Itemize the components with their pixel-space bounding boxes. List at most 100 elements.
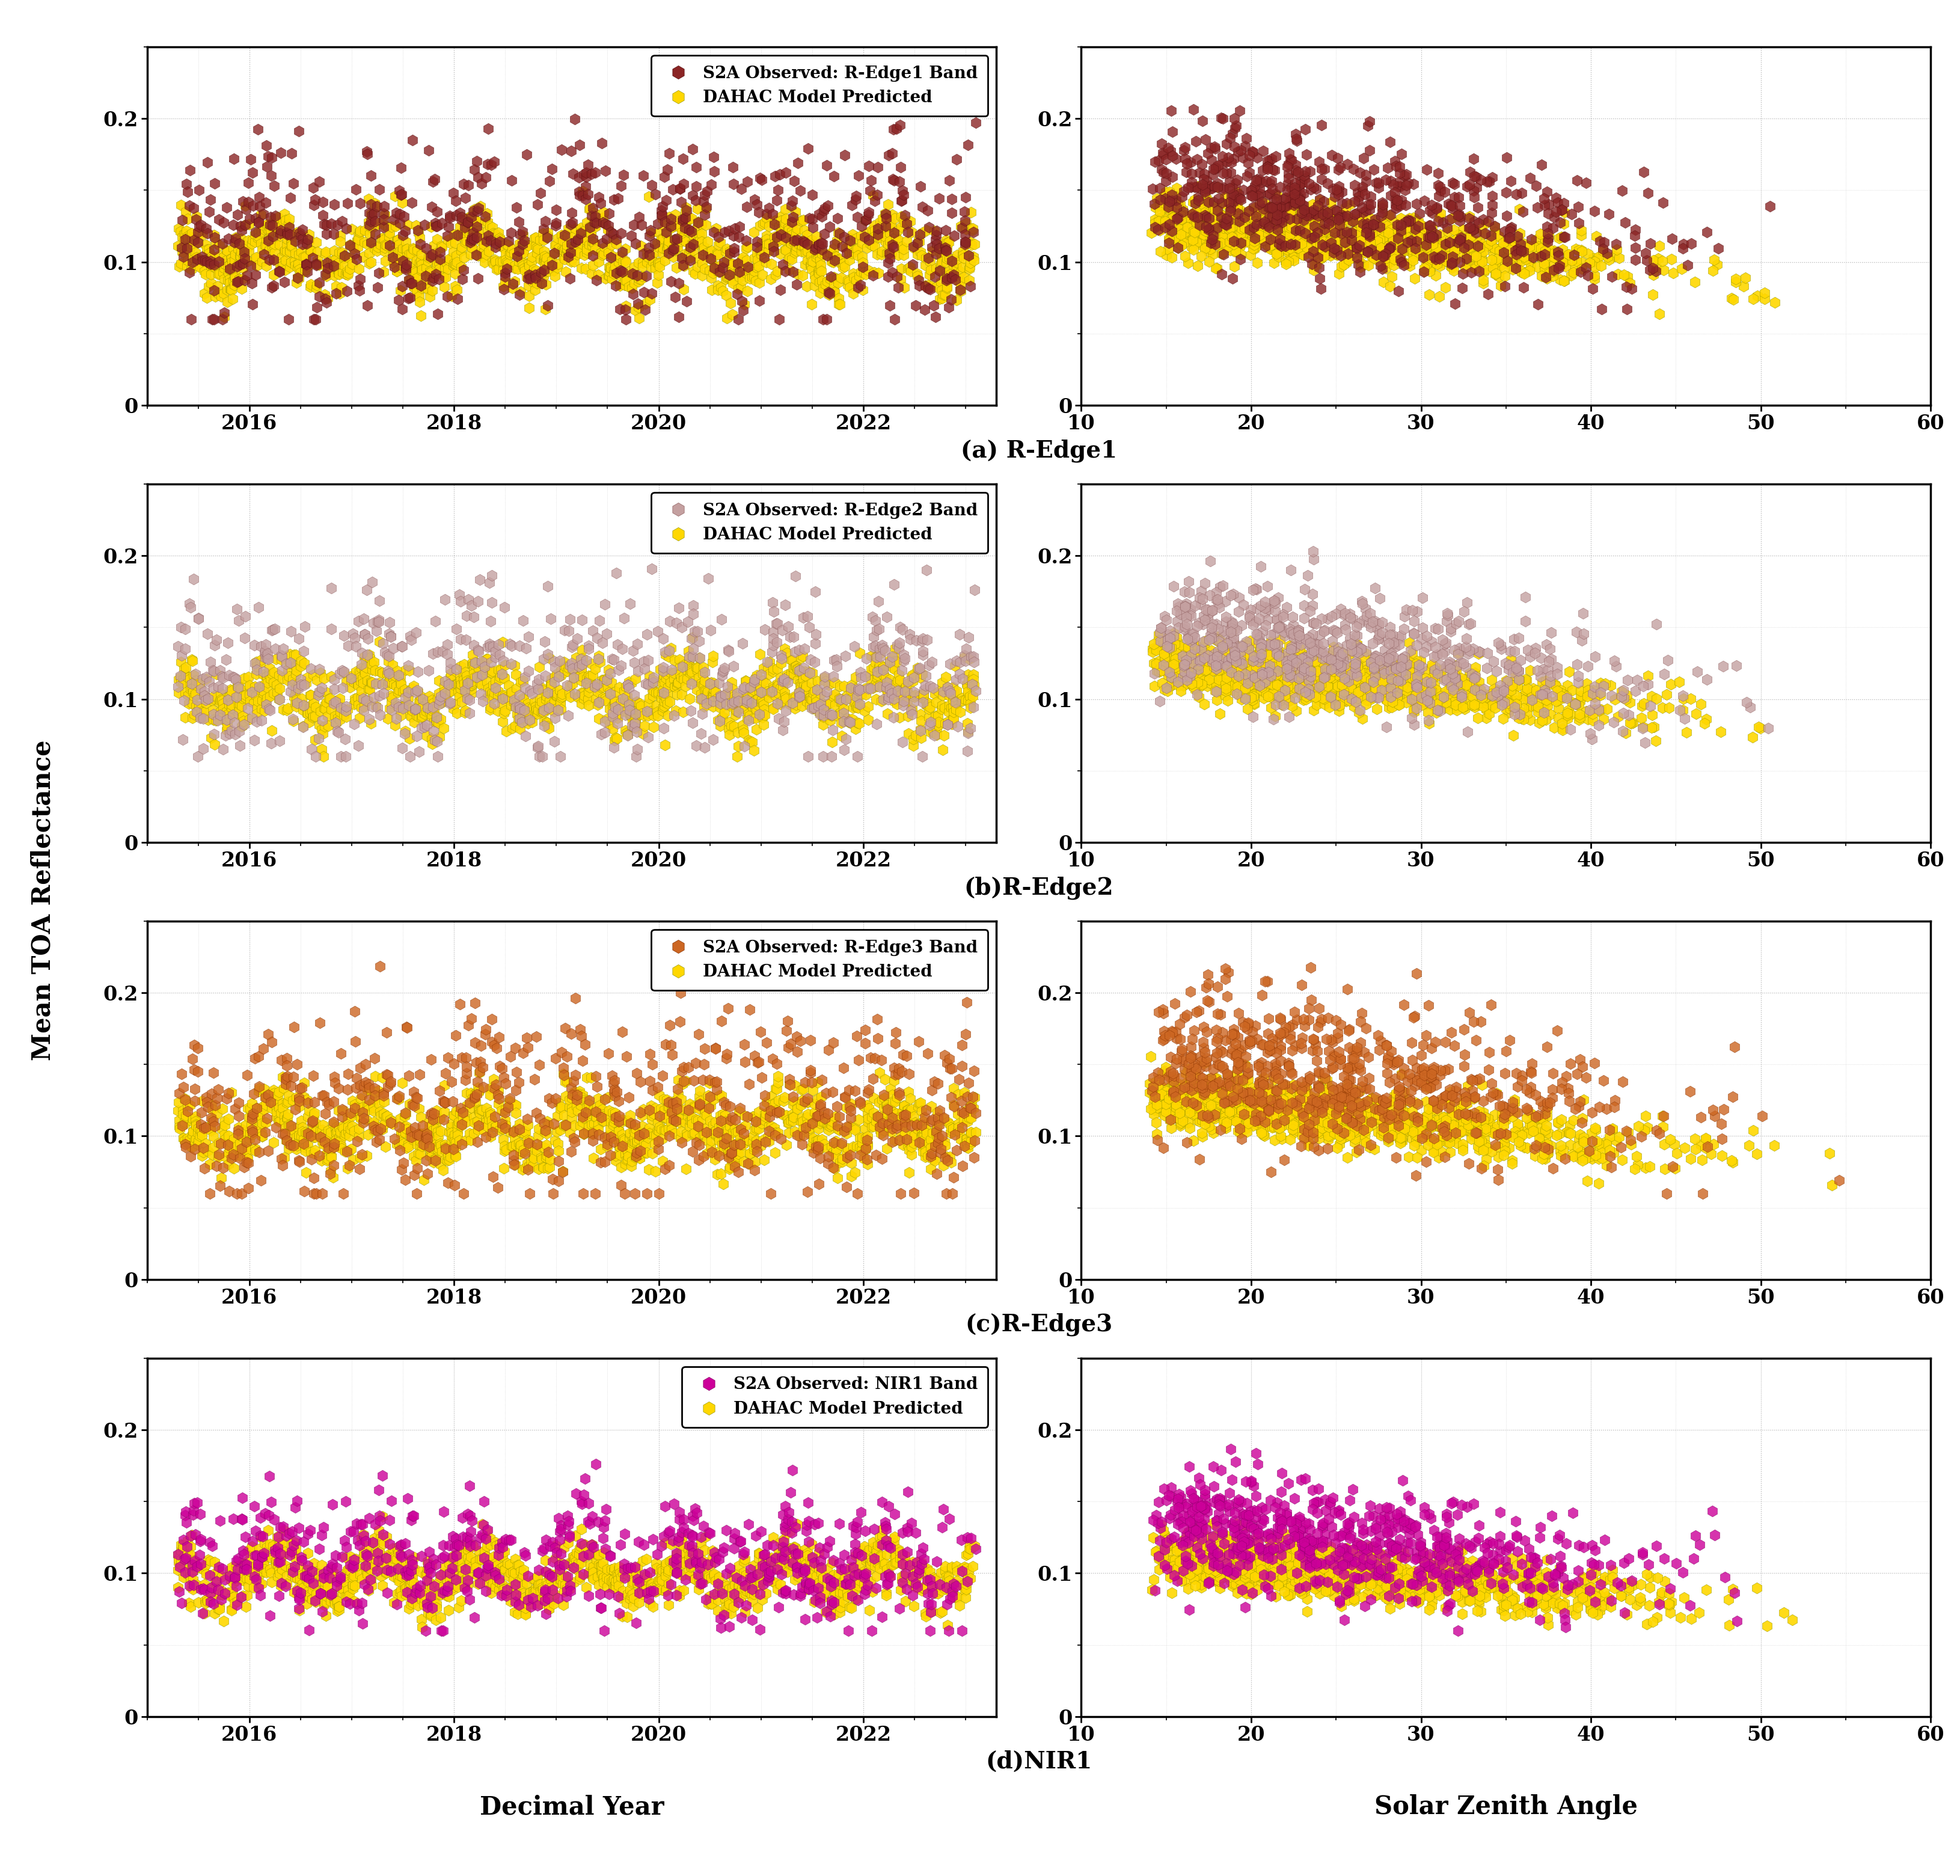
Point bbox=[698, 1084, 729, 1114]
Point bbox=[1327, 670, 1358, 700]
Point bbox=[953, 719, 984, 749]
Point bbox=[1211, 1086, 1243, 1116]
Point bbox=[486, 1533, 517, 1563]
Point bbox=[1241, 225, 1272, 255]
Point bbox=[1268, 649, 1299, 679]
Point bbox=[351, 1551, 382, 1581]
Point bbox=[1278, 218, 1309, 248]
Point bbox=[835, 1161, 866, 1191]
Point bbox=[180, 1124, 212, 1154]
Point bbox=[1388, 229, 1419, 259]
Point bbox=[1527, 1580, 1558, 1610]
Point bbox=[1329, 1103, 1360, 1133]
Point bbox=[1343, 608, 1374, 638]
Point bbox=[1366, 193, 1397, 223]
Point bbox=[1333, 1544, 1364, 1574]
Point bbox=[604, 1131, 635, 1161]
Point bbox=[858, 1097, 890, 1127]
Point bbox=[214, 255, 245, 285]
Point bbox=[649, 660, 680, 690]
Point bbox=[447, 1548, 478, 1578]
Point bbox=[608, 685, 639, 715]
Point bbox=[706, 604, 737, 634]
Point bbox=[1160, 195, 1192, 225]
Point bbox=[1323, 1544, 1354, 1574]
Point bbox=[1288, 658, 1319, 688]
Point bbox=[896, 1111, 927, 1141]
Point bbox=[925, 1135, 956, 1165]
Point bbox=[588, 203, 619, 233]
Point bbox=[766, 201, 798, 231]
Point bbox=[1472, 1133, 1503, 1163]
Point bbox=[478, 630, 510, 660]
Point bbox=[753, 1548, 784, 1578]
Point bbox=[1201, 1565, 1233, 1595]
Point bbox=[1231, 1077, 1262, 1107]
Point bbox=[1462, 1103, 1494, 1133]
Point bbox=[659, 1118, 690, 1148]
Point bbox=[829, 1082, 860, 1112]
Point bbox=[1170, 216, 1201, 246]
Point bbox=[1568, 619, 1599, 649]
Point bbox=[1184, 583, 1215, 613]
Point bbox=[762, 670, 794, 700]
Point bbox=[843, 261, 874, 291]
Point bbox=[841, 741, 872, 771]
Point bbox=[1151, 176, 1182, 206]
Point bbox=[488, 593, 519, 623]
Point bbox=[574, 231, 606, 261]
Point bbox=[1231, 628, 1262, 658]
Point bbox=[290, 1565, 321, 1595]
Point bbox=[1266, 223, 1298, 253]
Point bbox=[923, 1069, 955, 1099]
Point bbox=[1194, 987, 1225, 1017]
Point bbox=[749, 1565, 780, 1595]
Point bbox=[1264, 1112, 1296, 1142]
Point bbox=[1421, 1536, 1452, 1566]
Point bbox=[862, 1088, 894, 1118]
Point bbox=[876, 1550, 907, 1580]
Point bbox=[860, 1004, 892, 1034]
Point bbox=[762, 672, 794, 702]
Point bbox=[1162, 221, 1194, 251]
Point bbox=[907, 1572, 939, 1602]
Point bbox=[419, 259, 451, 289]
Point bbox=[539, 1580, 570, 1610]
Point bbox=[670, 672, 702, 702]
Point bbox=[749, 208, 780, 238]
Point bbox=[804, 255, 835, 285]
Point bbox=[876, 1096, 907, 1126]
Point bbox=[792, 229, 823, 259]
Point bbox=[449, 1572, 480, 1602]
Point bbox=[1211, 1092, 1243, 1122]
Point bbox=[955, 1129, 986, 1159]
Point bbox=[1178, 672, 1209, 702]
Point bbox=[521, 265, 553, 295]
Point bbox=[778, 1082, 809, 1112]
Point bbox=[1203, 1084, 1235, 1114]
Point bbox=[1188, 657, 1219, 687]
Point bbox=[898, 231, 929, 261]
Point bbox=[688, 670, 719, 700]
Point bbox=[1417, 1137, 1448, 1167]
Point bbox=[1364, 225, 1396, 255]
Point bbox=[1182, 1544, 1213, 1574]
Point bbox=[1421, 1572, 1452, 1602]
Point bbox=[739, 261, 770, 291]
Point bbox=[316, 1559, 347, 1589]
Point bbox=[1529, 240, 1560, 270]
Point bbox=[404, 1126, 435, 1156]
Point bbox=[1194, 188, 1225, 218]
Point bbox=[419, 1570, 451, 1600]
Point bbox=[890, 1112, 921, 1142]
Point bbox=[390, 655, 421, 685]
Point bbox=[339, 238, 370, 268]
Point bbox=[1278, 173, 1309, 203]
Point bbox=[717, 1116, 749, 1146]
Point bbox=[451, 600, 482, 630]
Point bbox=[1235, 1084, 1266, 1114]
Point bbox=[921, 238, 953, 268]
Point bbox=[1343, 638, 1374, 668]
Point bbox=[1172, 1082, 1203, 1112]
Point bbox=[674, 642, 706, 672]
